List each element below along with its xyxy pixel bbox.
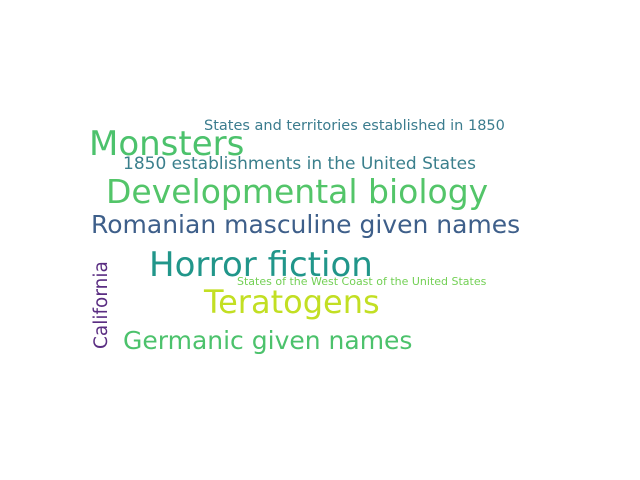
word-california: California	[91, 261, 112, 349]
word-romanian-masculine-names: Romanian masculine given names	[91, 210, 521, 239]
word-developmental-biology: Developmental biology	[106, 172, 489, 211]
word-germanic-given-names: Germanic given names	[123, 326, 413, 355]
word-west-coast-states: States of the West Coast of the United S…	[237, 275, 487, 288]
word-teratogens: Teratogens	[204, 283, 380, 321]
word-monsters: Monsters	[89, 124, 245, 164]
word-horror-fiction: Horror fiction	[149, 245, 373, 285]
word-states-territories-1850: States and territories established in 18…	[204, 118, 505, 134]
word-1850-establishments: 1850 establishments in the United States	[123, 154, 476, 174]
